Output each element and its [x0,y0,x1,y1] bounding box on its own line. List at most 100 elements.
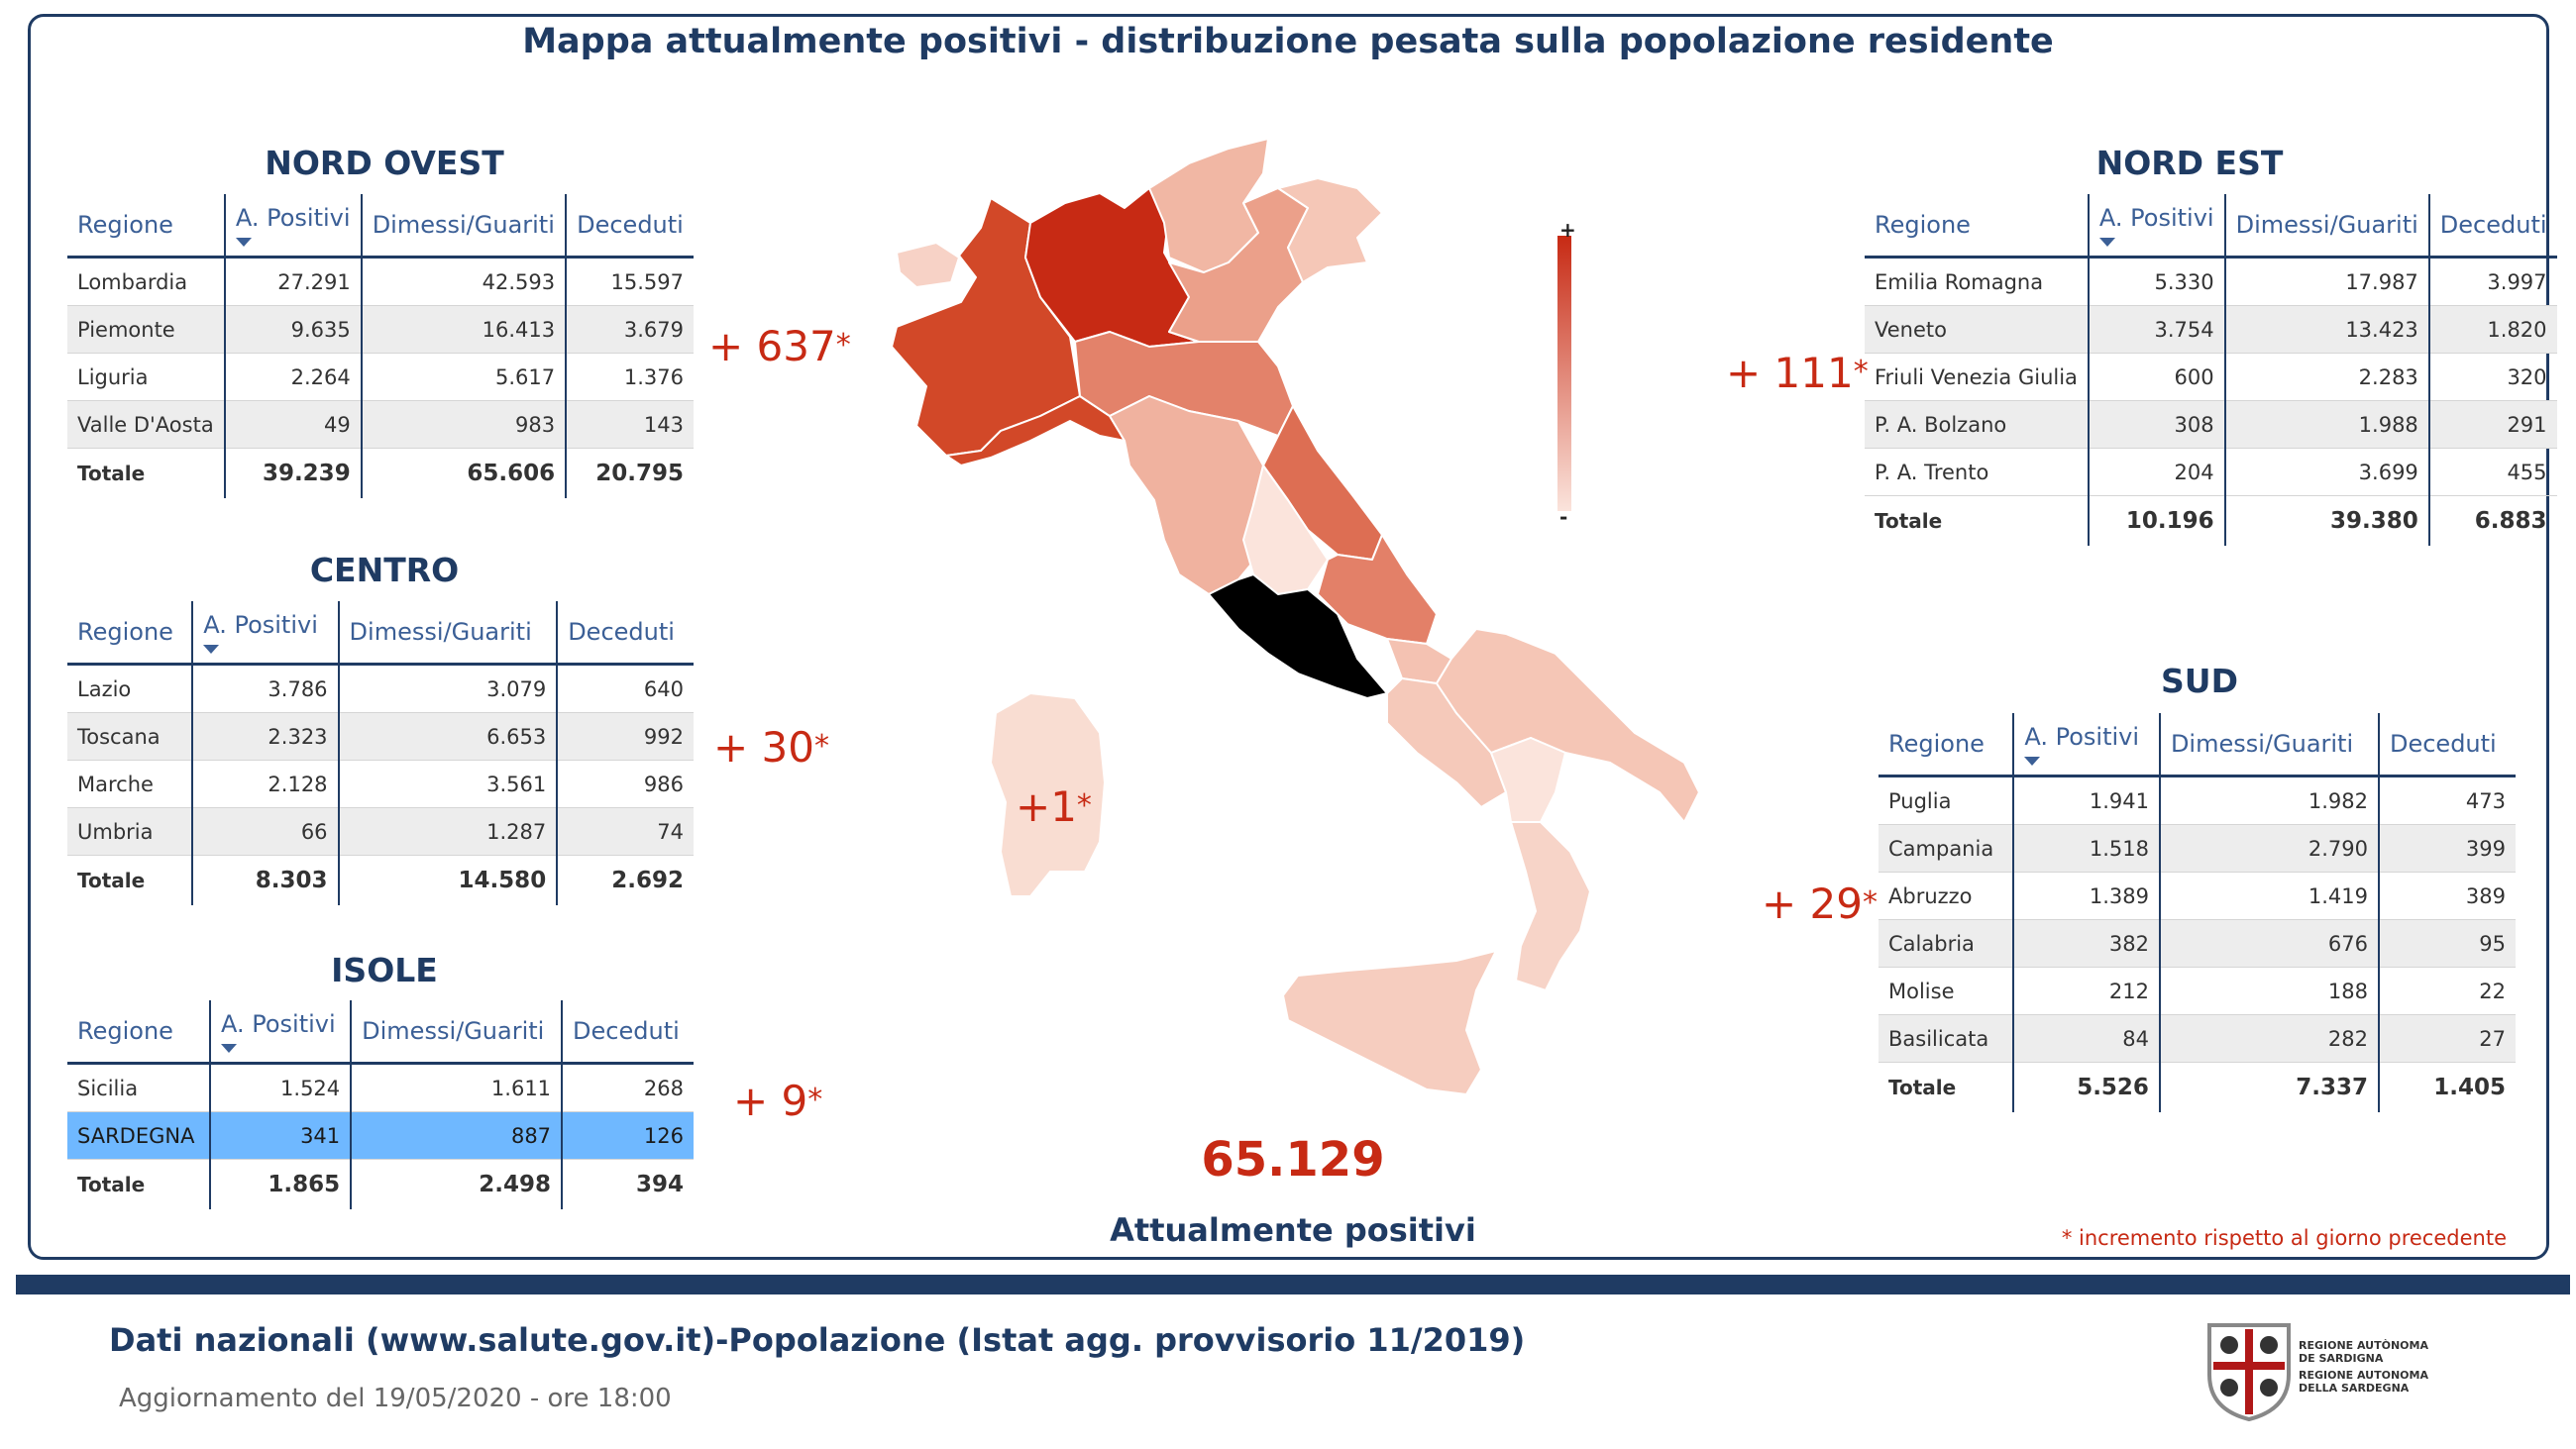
table-row[interactable]: Piemonte 9.635 16.413 3.679 [67,305,694,354]
col-positivi[interactable]: A. Positivi [223,194,362,259]
cell-pos: 9.635 [223,305,362,354]
color-scale-legend [1557,236,1571,511]
table-row[interactable]: SARDEGNA 341 887 126 [67,1111,694,1160]
total-label: Totale [77,1173,146,1196]
cell-dec: 27 [2377,1014,2516,1063]
col-positivi-label: A. Positivi [2098,203,2214,232]
cell-dim: 42.593 [360,257,567,306]
cell-pos: 1.941 [2012,776,2160,825]
table-row[interactable]: Veneto 3.754 13.423 1.820 [1865,305,2557,354]
table-row[interactable]: Friuli Venezia Giulia 600 2.283 320 [1865,353,2557,401]
col-dimessi[interactable]: Dimessi/Guariti [2158,713,2379,777]
cell-dim: 887 [350,1111,563,1160]
col-dimessi[interactable]: Dimessi/Guariti [360,194,567,259]
col-positivi[interactable]: A. Positivi [191,601,339,666]
col-regione[interactable]: Regione [1878,713,2014,777]
total-row: Totale 10.196 39.380 6.883 [1865,495,2557,546]
region-puglia[interactable] [1436,628,1700,823]
increment-sud: + 29* [1762,880,1878,928]
cell-dec: 268 [561,1063,694,1112]
cell-dec: 389 [2377,872,2516,920]
cell-dec: 473 [2377,776,2516,825]
table-row[interactable]: Puglia 1.941 1.982 473 [1878,776,2516,825]
region-sardegna[interactable] [990,692,1106,897]
table-row[interactable]: Valle D'Aosta 49 983 143 [67,400,694,449]
region-basilicata[interactable] [1490,737,1566,823]
table-row[interactable]: Basilicata 84 282 27 [1878,1014,2516,1063]
cell-name: Lombardia [67,257,225,306]
table-row[interactable]: Emilia Romagna 5.330 17.987 3.997 [1865,257,2557,306]
region-sicilia[interactable] [1282,950,1497,1095]
col-deceduti[interactable]: Deceduti [561,1000,694,1065]
col-positivi[interactable]: A. Positivi [2087,194,2225,259]
region-umbria[interactable] [1242,465,1329,595]
cell-name: SARDEGNA [67,1111,210,1160]
cell-name: Toscana [67,712,193,761]
region-calabria[interactable] [1510,821,1591,991]
table-row[interactable]: Umbria 66 1.287 74 [67,807,694,856]
col-deceduti[interactable]: Deceduti [2377,713,2516,777]
regione-sardegna-logo [2207,1323,2291,1422]
table-row[interactable]: P. A. Bolzano 308 1.988 291 [1865,400,2557,449]
cell-name: Abruzzo [1878,872,2014,920]
col-deceduti[interactable]: Deceduti [556,601,694,666]
table-row[interactable]: Calabria 382 676 95 [1878,919,2516,968]
table-row[interactable]: Campania 1.518 2.790 399 [1878,824,2516,873]
col-deceduti[interactable]: Deceduti [2427,194,2557,259]
col-dimessi[interactable]: Dimessi/Guariti [2223,194,2429,259]
region-toscana[interactable] [1109,395,1264,595]
logo-line-2: DE SARDIGNA [2299,1352,2384,1365]
sort-desc-icon[interactable] [203,644,220,654]
col-dimessi[interactable]: Dimessi/Guariti [350,1000,563,1065]
cell-name: Friuli Venezia Giulia [1865,353,2089,401]
region-lazio[interactable] [1208,573,1388,699]
cell-pos: 84 [2012,1014,2160,1063]
region-friuli[interactable] [1277,177,1383,283]
table-row[interactable]: Molise 212 188 22 [1878,967,2516,1015]
table-row[interactable]: Lazio 3.786 3.079 640 [67,664,694,713]
sort-desc-icon[interactable] [221,1043,237,1053]
col-regione[interactable]: Regione [67,1000,210,1065]
cell-dim: 282 [2158,1014,2379,1063]
col-dimessi[interactable]: Dimessi/Guariti [337,601,558,666]
sort-desc-icon[interactable] [2098,237,2115,247]
col-positivi[interactable]: A. Positivi [2012,713,2160,777]
col-positivi[interactable]: A. Positivi [208,1000,352,1065]
cell-name: Marche [67,760,193,808]
table-row[interactable]: Sicilia 1.524 1.611 268 [67,1063,694,1112]
table-sud: Regione A. Positivi Dimessi/Guariti Decedut… [1878,713,2516,1112]
cell-dec: 399 [2377,824,2516,873]
table-row[interactable]: Lombardia 27.291 42.593 15.597 [67,257,694,306]
col-deceduti[interactable]: Deceduti [565,194,694,259]
sort-desc-icon[interactable] [2024,756,2041,766]
col-regione[interactable]: Regione [67,194,225,259]
total-row: Totale 5.526 7.337 1.405 [1878,1062,2516,1112]
region-valle-daosta[interactable] [896,242,960,288]
cell-dec: 291 [2427,400,2557,449]
table-row[interactable]: Abruzzo 1.389 1.419 389 [1878,872,2516,920]
cell-name: Veneto [1865,305,2089,354]
cell-pos: 27.291 [223,257,362,306]
cell-dec: 126 [561,1111,694,1160]
cell-name: Valle D'Aosta [67,400,225,449]
table-row[interactable]: P. A. Trento 204 3.699 455 [1865,448,2557,496]
total-dec: 20.795 [565,448,694,498]
footer-divider [16,1275,2570,1294]
increment-footnote: * incremento rispetto al giorno preceden… [2061,1226,2507,1250]
cell-dec: 15.597 [565,257,694,306]
col-regione[interactable]: Regione [1865,194,2089,259]
total-label: Totale [77,462,146,485]
region-abruzzo[interactable] [1317,534,1438,645]
total-label: Totale [1888,1076,1957,1099]
cell-pos: 1.389 [2012,872,2160,920]
table-row[interactable]: Toscana 2.323 6.653 992 [67,712,694,761]
col-regione[interactable]: Regione [67,601,193,666]
total-dec: 6.883 [2427,495,2557,546]
table-row[interactable]: Liguria 2.264 5.617 1.376 [67,353,694,401]
cell-dim: 188 [2158,967,2379,1015]
dashboard-frame [28,14,2549,1260]
cell-pos: 1.518 [2012,824,2160,873]
table-row[interactable]: Marche 2.128 3.561 986 [67,760,694,808]
sort-desc-icon[interactable] [235,237,252,247]
